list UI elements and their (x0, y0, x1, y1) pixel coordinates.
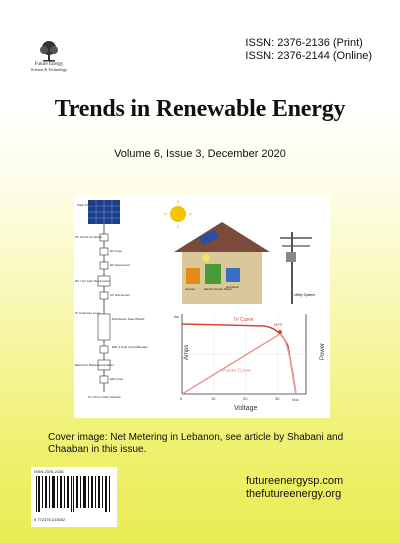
mpp-label: MPP (274, 322, 283, 327)
website-1[interactable]: futureenergysp.com (246, 475, 344, 487)
websites: futureenergysp.com thefutureenergy.org (246, 475, 343, 501)
label-circuit-breaker: EDL 2-Pole Circuit Breaker (112, 345, 148, 349)
label-net-meter: Net Meter (226, 285, 239, 289)
issn-block: ISSN: 2376-2136 (Print) ISSN: 2376-2144 … (245, 37, 372, 63)
label-edl-fuse: EDL Fuse (110, 377, 124, 381)
cover-figure: Solar PV Array PV Circuit Combiner DC Fu… (74, 196, 330, 418)
tree-icon (40, 41, 58, 62)
x-tick-10: 10 (211, 396, 216, 401)
sun-icon (170, 206, 186, 222)
barcode: ISSN 2376-2136 9 772376 213002 (31, 467, 117, 527)
label-solar-array: Solar PV Array (77, 203, 97, 207)
x-tick-0: 0 (180, 396, 183, 401)
label-utility-system: Utility System (294, 293, 315, 297)
y-axis-label: Amps (184, 345, 190, 360)
label-customer-load: To Customer Load (75, 311, 100, 315)
power-curve (181, 333, 297, 395)
logo-tagline: Science & Technology (30, 67, 68, 72)
label-house-inverter: Inverter (185, 287, 195, 291)
house-roof (174, 222, 270, 252)
website-2[interactable]: thefutureenergy.org (246, 488, 342, 500)
issn-print: ISSN: 2376-2136 (Print) (245, 37, 363, 49)
net-metering-illustration: Solar PV Array PV Circuit Combiner DC Fu… (75, 200, 326, 412)
label-combiner: PV Circuit Combiner (75, 235, 102, 239)
x-axis-label: Voltage (234, 405, 257, 412)
logo-name: Future Energy (34, 62, 64, 67)
label-bidirectional-meter: Electronic Bidirectional Meter (75, 363, 114, 367)
label-dc-disconnect: DC Disconnect (110, 263, 130, 267)
y2-axis-label: Power (320, 343, 326, 360)
publisher-logo: Future Energy Science & Technology (24, 40, 74, 80)
x-tick-30: 30 (275, 396, 280, 401)
cover-caption: Cover image: Net Metering in Lebanon, se… (48, 432, 344, 455)
mpp-point (278, 330, 282, 334)
issue-info: Volume 6, Issue 3, December 2020 (114, 148, 286, 160)
label-inverter: DC / AC Grid Tied Inverter (75, 279, 110, 283)
rooftop-panel-icon (198, 229, 219, 246)
label-dc-fuse: DC Fuse (110, 249, 122, 253)
label-panel-board: Distribution Panel Board (112, 317, 145, 321)
label-ac-disconnect: AC Disconnect (110, 293, 130, 297)
barcode-issn: ISSN 2376-2136 (34, 469, 64, 474)
issn-online: ISSN: 2376-2144 (Online) (245, 50, 372, 62)
isc-label: Isc (174, 314, 179, 319)
power-curve-label: Power Curve (222, 368, 251, 374)
barcode-bars-icon (36, 476, 110, 512)
barcode-number: 9 772376 213002 (34, 517, 66, 522)
iv-curve-label: IV Curve (234, 317, 254, 323)
voc-label: Voc (292, 397, 299, 402)
label-house-panel: Electric Power Panel (204, 287, 232, 291)
label-utility-network: To / From Utility Network (88, 395, 121, 399)
journal-title: Trends in Renewable Energy (54, 96, 346, 122)
x-tick-20: 20 (243, 396, 248, 401)
bulb-icon (202, 254, 210, 262)
